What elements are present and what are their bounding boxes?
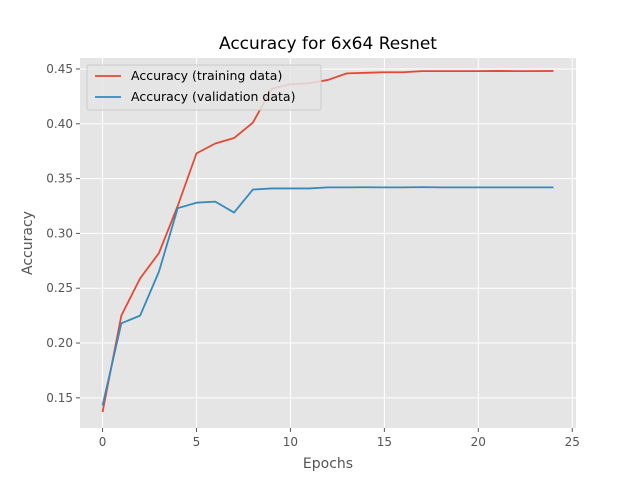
grid [80,58,576,428]
series-lines [101,70,554,413]
y-tick-label: 0.15 [46,391,73,405]
y-tick-label: 0.35 [46,172,73,186]
x-tick-label: 0 [99,435,107,449]
x-tick-label: 10 [283,435,298,449]
legend: Accuracy (training data) Accuracy (valid… [86,64,322,111]
y-axis-ticks: 0.15 0.20 0.25 0.30 0.35 0.40 0.45 [46,62,80,405]
y-tick-label: 0.30 [46,226,73,240]
chart-title: Accuracy for 6x64 Resnet [219,34,437,54]
x-tick-label: 15 [377,435,392,449]
y-tick-label: 0.20 [46,336,73,350]
legend-label-validation: Accuracy (validation data) [131,89,295,104]
y-tick-label: 0.45 [46,62,73,76]
x-tick-label: 25 [565,435,580,449]
x-tick-label: 20 [471,435,486,449]
x-tick-label: 5 [193,435,201,449]
validation-accuracy-line [101,186,554,406]
y-axis-label: Accuracy [20,211,36,275]
legend-box [86,64,322,111]
plot-background [80,58,576,428]
training-accuracy-line [101,70,554,413]
y-tick-label: 0.40 [46,117,73,131]
legend-label-training: Accuracy (training data) [131,68,282,83]
y-tick-label: 0.25 [46,281,73,295]
x-axis-label: Epochs [303,456,353,472]
x-axis-ticks: 0 5 10 15 20 25 [99,428,580,449]
